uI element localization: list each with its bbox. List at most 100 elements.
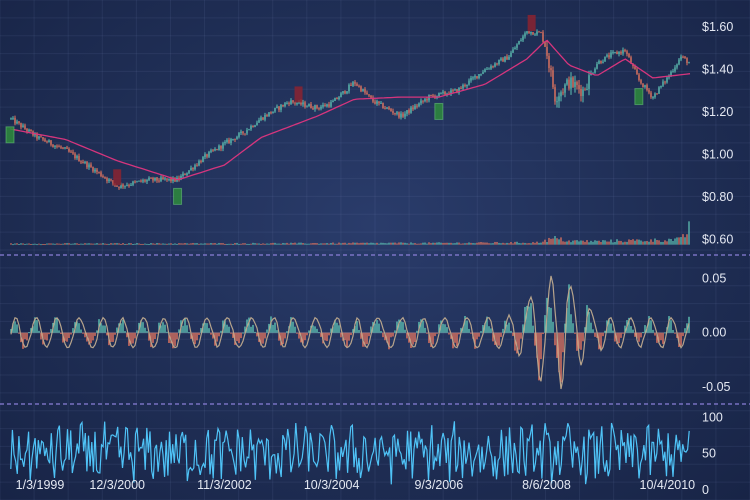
oscillator-bar <box>176 332 178 340</box>
candle-body <box>404 113 406 117</box>
oscillator-bar <box>366 332 368 345</box>
oscillator-bar <box>184 318 186 333</box>
volume-bar <box>176 243 178 245</box>
volume-bar <box>304 243 306 245</box>
candle-body <box>326 104 328 107</box>
volume-bar <box>408 243 410 245</box>
oscillator-bar <box>332 326 334 333</box>
oscillator-bar <box>414 332 416 343</box>
oscillator-bar <box>552 321 554 333</box>
oscillator-bar <box>104 325 106 333</box>
oscillator-bar <box>588 312 590 333</box>
oscillator-bar <box>632 329 634 333</box>
candle-body <box>450 90 452 95</box>
volume-bar <box>532 242 534 245</box>
volume-bar <box>566 241 568 245</box>
candle-body <box>234 138 236 140</box>
volume-bar <box>264 243 266 245</box>
candle-body <box>474 76 476 78</box>
candle-body <box>328 104 330 107</box>
oscillator-bar <box>240 332 242 339</box>
candle-body <box>670 71 672 76</box>
candle-body <box>76 156 78 159</box>
candle-body <box>208 151 210 157</box>
volume-bar <box>136 243 138 245</box>
candle-body <box>502 58 504 62</box>
oscillator-bar <box>338 325 340 333</box>
oscillator-bar <box>602 332 604 337</box>
candle-body <box>392 111 394 114</box>
price-y-tick-label: $1.40 <box>702 62 733 76</box>
candle-body <box>90 164 92 168</box>
candle-body <box>236 136 238 140</box>
candle-body <box>316 105 318 109</box>
candle-body <box>370 95 372 98</box>
oscillator-bar <box>76 321 78 333</box>
volume-bar <box>244 243 246 245</box>
candle-body <box>288 102 290 104</box>
volume-bar <box>474 243 476 245</box>
volume-bar <box>182 243 184 245</box>
candle-body <box>634 66 636 70</box>
candle-body <box>154 177 156 181</box>
volume-bar <box>222 243 224 245</box>
x-tick-label: 11/3/2002 <box>197 478 252 492</box>
oscillator-bar <box>146 331 148 333</box>
candle-body <box>500 58 502 60</box>
volume-bar <box>502 242 504 245</box>
oscillator-bar <box>274 322 276 333</box>
oscillator-bar <box>356 321 358 333</box>
oscillator-bar <box>570 314 572 333</box>
oscillator-bar <box>476 332 478 340</box>
volume-bar <box>266 243 268 245</box>
oscillator-bar <box>156 332 158 334</box>
oscillator-bar <box>66 332 68 342</box>
oscillator-bar <box>642 331 644 333</box>
volume-bar <box>420 243 422 245</box>
volume-bar <box>60 243 62 245</box>
volume-bar <box>592 241 594 245</box>
oscillator-bar <box>188 332 190 334</box>
volume-bar <box>328 243 330 245</box>
candle-body <box>622 49 624 54</box>
volume-bar <box>540 242 542 245</box>
volume-bar <box>586 240 588 245</box>
volume-bar <box>330 242 332 245</box>
volume-bar <box>386 243 388 245</box>
candle-body <box>544 41 546 47</box>
candle-body <box>86 161 88 168</box>
candle-body <box>408 110 410 113</box>
volume-bar <box>514 241 516 245</box>
oscillator-bar <box>230 332 232 334</box>
candle-body <box>252 125 254 127</box>
candle-body <box>678 59 680 65</box>
oscillator-bar <box>194 332 196 345</box>
oscillator-bar <box>526 305 528 333</box>
candle-body <box>334 98 336 101</box>
oscillator-bar <box>512 332 514 337</box>
volume-bar <box>500 243 502 245</box>
volume-bar <box>674 238 676 245</box>
oscillator-bar <box>264 332 266 339</box>
volume-bar <box>174 243 176 245</box>
candle-body <box>362 89 364 92</box>
candle-body <box>248 129 250 131</box>
volume-bar <box>216 243 218 245</box>
volume-bar <box>128 243 130 245</box>
candle-body <box>200 161 202 163</box>
oscillator-bar <box>198 332 200 335</box>
oscillator-bar <box>172 332 174 349</box>
oscillator-bar <box>500 332 502 337</box>
volume-bar <box>220 243 222 245</box>
oscillator-bar <box>462 326 464 333</box>
volume-bar <box>64 243 66 245</box>
price-y-tick-label: $1.60 <box>702 20 733 34</box>
candle-body <box>108 179 110 181</box>
oscillator-bar <box>80 329 82 333</box>
volume-bar <box>492 243 494 245</box>
volume-bar <box>652 241 654 245</box>
candle-body <box>396 112 398 114</box>
oscillator-bar <box>200 327 202 333</box>
candle-body <box>276 106 278 108</box>
oscillator-bar <box>34 317 36 333</box>
